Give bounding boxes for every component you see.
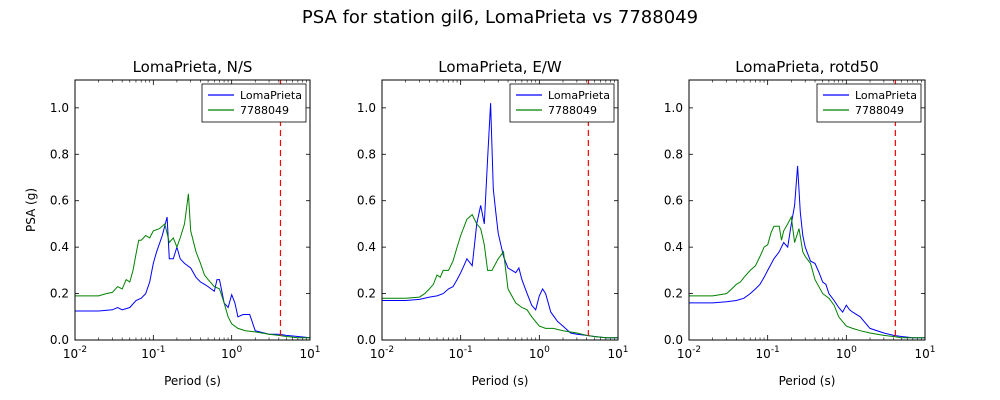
legend-entry: 7788049 — [240, 104, 289, 117]
y-axis-label: PSA (g) — [24, 188, 38, 232]
x-axis-label: Period (s) — [779, 374, 836, 388]
x-tick-label: 101 — [299, 345, 320, 361]
y-tick-label: 0.4 — [50, 240, 69, 254]
legend: LomaPrieta 7788049 — [509, 83, 615, 123]
subplot-2: LomaPrieta, E/W 0.0 0.2 0.4 0.6 0.8 1.0 10-2 10-… — [357, 58, 629, 388]
y-tick-label: 0.0 — [357, 333, 376, 347]
series-line-lomaprieta — [75, 216, 310, 339]
x-tick-label: 100 — [836, 345, 857, 361]
y-tick-label: 0.4 — [664, 240, 683, 254]
y-tick-label: 1.0 — [664, 101, 683, 115]
y-tick-label: 0.8 — [664, 147, 683, 161]
y-tick-label: 0.6 — [50, 194, 69, 208]
legend-entry: 7788049 — [548, 104, 597, 117]
legend-entry: LomaPrieta — [855, 89, 917, 102]
legend-entry: LomaPrieta — [548, 89, 610, 102]
legend-box — [201, 83, 307, 123]
y-tick-label: 0.6 — [357, 194, 376, 208]
subplot-title: LomaPrieta, N/S — [133, 58, 253, 76]
x-tick-label: 10-1 — [141, 345, 165, 361]
x-tick-label: 100 — [221, 345, 242, 361]
x-tick-label: 10-1 — [449, 345, 473, 361]
series-line-lomaprieta — [382, 103, 618, 339]
y-tick-label: 1.0 — [357, 101, 376, 115]
series-line-lomaprieta — [689, 165, 925, 339]
subplot-1: LomaPrieta, N/S 0.0 0.2 0.4 0.6 0.8 1.0 10-2 10-… — [24, 58, 321, 388]
x-axis-label: Period (s) — [164, 374, 221, 388]
x-tick-label: 10-2 — [63, 345, 87, 361]
x-tick-label: 101 — [607, 345, 628, 361]
x-tick-label: 10-1 — [756, 345, 780, 361]
figure-title: PSA for station gil6, LomaPrieta vs 7788… — [302, 7, 698, 28]
y-tick-label: 0.8 — [357, 147, 376, 161]
x-tick-label: 101 — [914, 345, 935, 361]
legend-entry: 7788049 — [855, 104, 904, 117]
y-tick-label: 0.4 — [357, 240, 376, 254]
legend-box — [509, 83, 615, 123]
y-tick-label: 0.2 — [664, 287, 683, 301]
y-tick-label: 0.6 — [664, 194, 683, 208]
subplot-title: LomaPrieta, E/W — [438, 58, 562, 76]
legend-entry: LomaPrieta — [240, 89, 302, 102]
subplot-title: LomaPrieta, rotd50 — [735, 58, 879, 76]
series-line-7788049 — [689, 215, 925, 339]
y-tick-label: 0.2 — [50, 287, 69, 301]
legend: LomaPrieta 7788049 — [201, 83, 307, 123]
y-tick-label: 1.0 — [50, 101, 69, 115]
subplot-3: LomaPrieta, rotd50 0.0 0.2 0.4 0.6 0.8 1.0 10-2… — [664, 58, 936, 388]
y-tick-label: 0.8 — [50, 147, 69, 161]
x-axis-label: Period (s) — [472, 374, 529, 388]
y-tick-label: 0.0 — [50, 333, 69, 347]
plot-frame — [74, 79, 311, 341]
x-tick-label: 10-2 — [370, 345, 394, 361]
plot-frame — [688, 79, 926, 341]
plot-frame — [381, 79, 619, 341]
x-tick-label: 10-2 — [677, 345, 701, 361]
x-tick-label: 100 — [529, 345, 550, 361]
series-line-7788049 — [382, 213, 618, 339]
y-tick-label: 0.2 — [357, 287, 376, 301]
series-line-7788049 — [75, 193, 310, 339]
y-tick-label: 0.0 — [664, 333, 683, 347]
legend-box — [816, 83, 922, 123]
legend: LomaPrieta 7788049 — [816, 83, 922, 123]
